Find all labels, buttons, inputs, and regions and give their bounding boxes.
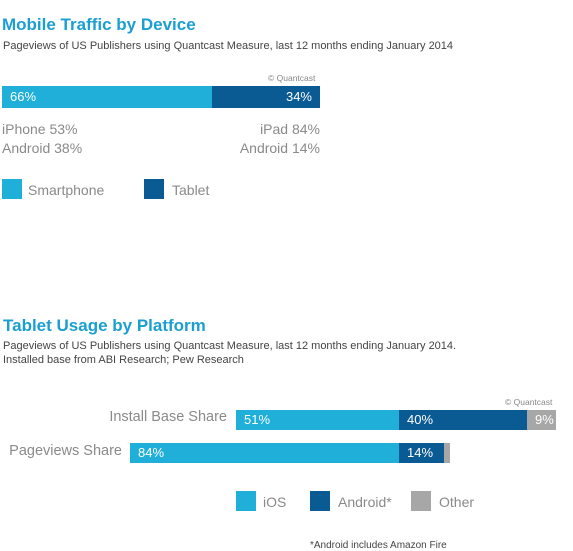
legend-label-ios: iOS [263,494,287,510]
smartphone-breakdown: iPhone 53% Android 38% [2,120,82,158]
data-label-smartphone: 66% [10,89,37,104]
chart2-subtitle-line-2: Installed base from ABI Research; Pew Re… [3,354,244,366]
data-label-ios: 51% [244,412,271,427]
data-label-other: 9% [535,412,554,427]
category-label-pageviews: Pageviews Share [9,443,122,459]
data-label-tablet: 34% [285,89,312,104]
chart2-subtitle: Pageviews of US Publishers using Quantca… [3,339,456,367]
legend-swatch-android [310,491,330,511]
stacked-bar-install-base: 51% 40% 9% [236,410,556,430]
legend-label-smartphone: Smartphone [28,182,105,198]
legend-label-tablet: Tablet [172,182,210,198]
tablet-breakdown: iPad 84% Android 14% [240,120,320,158]
chart2-region: Tablet Usage by Platform [3,316,206,336]
bar-segment-other [444,443,450,463]
breakdown-iphone: iPhone 53% [2,121,78,137]
breakdown-android-tablet: Android 14% [239,140,320,156]
legend-swatch-smartphone [2,179,22,199]
bar-segment-tablet [212,86,320,108]
chart1-stacked-bar: 66% 34% [2,86,320,108]
chart1-title: Mobile Traffic by Device [2,15,196,34]
chart1-region: Mobile Traffic by Device [2,15,196,35]
chart1-credit: © Quantcast [268,73,316,83]
chart2-title: Tablet Usage by Platform [3,316,206,335]
bar-segment-android [399,443,444,463]
breakdown-android-phone: Android 38% [2,140,83,156]
bar-segment-ios [236,410,399,430]
data-label-android: 14% [407,445,434,460]
legend-swatch-tablet [144,179,164,199]
chart2-credit: © Quantcast [505,397,553,407]
breakdown-ipad: iPad 84% [260,121,320,137]
chart2-subtitle-line-1: Pageviews of US Publishers using Quantca… [3,340,457,352]
footnote: *Android includes Amazon Fire [310,540,447,551]
bar-segment-ios [130,443,399,463]
category-label-install-base: Install Base Share [109,409,227,425]
bar-segment-android [399,410,527,430]
legend-label-other: Other [439,494,475,510]
stacked-bar-pageviews: 84% 14% [130,443,450,463]
data-label-android: 40% [407,412,434,427]
legend-label-android: Android* [338,494,392,510]
bar-segment-smartphone [2,86,212,108]
legend-swatch-ios [236,491,256,511]
bar-segment-other [527,410,556,430]
legend-swatch-other [411,491,431,511]
chart1-subtitle: Pageviews of US Publishers using Quantca… [3,40,454,52]
data-label-ios: 84% [138,445,165,460]
